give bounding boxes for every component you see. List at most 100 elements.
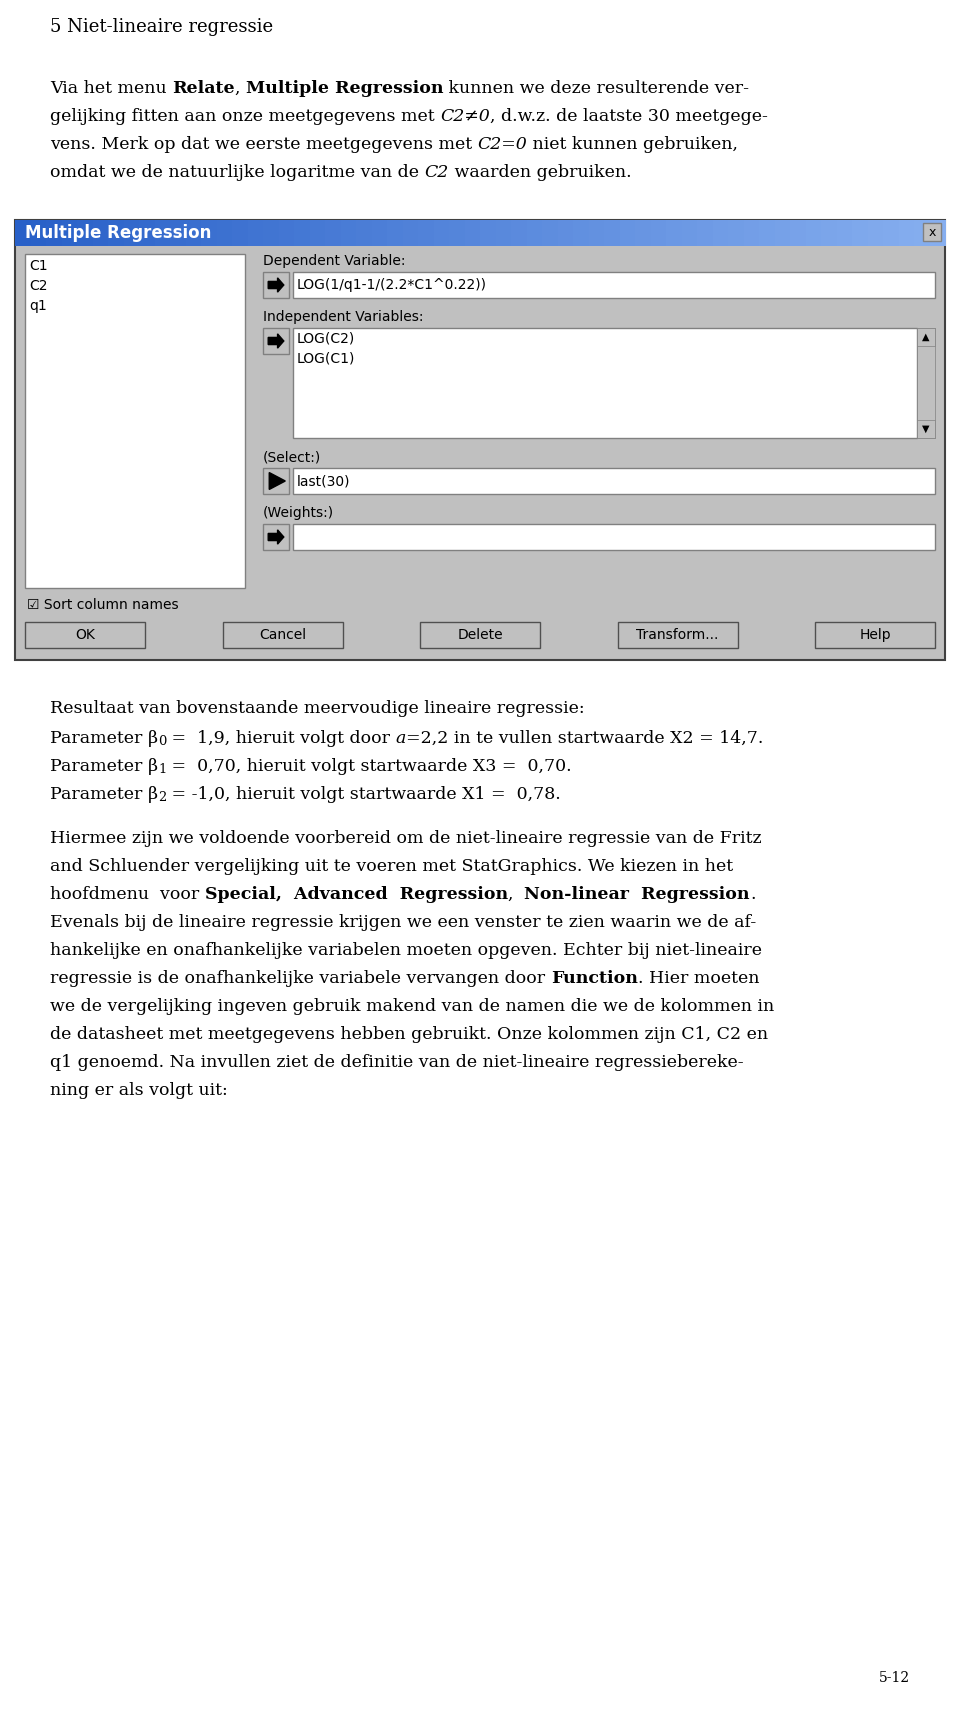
Text: Independent Variables:: Independent Variables:: [263, 310, 423, 323]
Bar: [61, 221, 78, 246]
Text: Dependent Variable:: Dependent Variable:: [263, 255, 405, 268]
Text: = -1,0, hieruit volgt startwaarde X1 =  0,78.: = -1,0, hieruit volgt startwaarde X1 = 0…: [166, 787, 561, 804]
Text: regressie is de onafhankelijke variabele vervangen door: regressie is de onafhankelijke variabele…: [50, 970, 551, 987]
Bar: [201, 221, 217, 246]
Bar: [217, 221, 232, 246]
Bar: [914, 221, 930, 246]
Bar: [263, 272, 289, 298]
Bar: [402, 221, 419, 246]
Bar: [619, 221, 636, 246]
Bar: [666, 221, 682, 246]
Text: hankelijke en onafhankelijke variabelen moeten opgeven. Echter bij niet-lineaire: hankelijke en onafhankelijke variabelen …: [50, 942, 762, 959]
Bar: [635, 221, 651, 246]
Polygon shape: [268, 277, 284, 292]
Text: Parameter: Parameter: [50, 758, 148, 775]
Bar: [790, 221, 806, 246]
Bar: [836, 221, 852, 246]
Bar: [15, 221, 31, 246]
Text: =  1,9, hieruit volgt door: = 1,9, hieruit volgt door: [166, 730, 396, 747]
Text: last(30): last(30): [297, 474, 350, 487]
Text: Parameter: Parameter: [50, 787, 148, 804]
Text: (Weights:): (Weights:): [263, 506, 334, 520]
Text: ,: ,: [508, 886, 524, 903]
Text: Transform...: Transform...: [636, 628, 719, 641]
Bar: [223, 622, 343, 648]
Bar: [248, 221, 263, 246]
Text: =  0,70, hieruit volgt startwaarde X3 =  0,70.: = 0,70, hieruit volgt startwaarde X3 = 0…: [166, 758, 572, 775]
Text: C2: C2: [424, 164, 448, 181]
Text: and Schluender vergelijking uit te voeren met StatGraphics. We kiezen in het: and Schluender vergelijking uit te voere…: [50, 858, 733, 876]
Bar: [917, 328, 935, 438]
Text: 1: 1: [158, 763, 166, 776]
Text: Function: Function: [551, 970, 637, 987]
Text: 2: 2: [158, 792, 166, 804]
Text: 5-12: 5-12: [878, 1671, 910, 1684]
Text: ▼: ▼: [923, 424, 929, 434]
Bar: [852, 221, 868, 246]
Text: Via het menu: Via het menu: [50, 80, 172, 97]
Text: Relate: Relate: [172, 80, 235, 97]
Bar: [325, 221, 341, 246]
Bar: [815, 622, 935, 648]
Text: . Hier moeten: . Hier moeten: [637, 970, 759, 987]
Bar: [511, 221, 527, 246]
Bar: [682, 221, 698, 246]
Text: β: β: [148, 787, 158, 804]
Bar: [356, 221, 372, 246]
Bar: [420, 622, 540, 648]
Text: Hiermee zijn we voldoende voorbereid om de niet-lineaire regressie van de Fritz: Hiermee zijn we voldoende voorbereid om …: [50, 829, 761, 846]
Text: we de vergelijking ingeven gebruik makend van de namen die we de kolommen in: we de vergelijking ingeven gebruik maken…: [50, 999, 775, 1016]
Bar: [495, 221, 512, 246]
Bar: [651, 221, 666, 246]
Text: ☑ Sort column names: ☑ Sort column names: [27, 598, 179, 612]
Bar: [805, 221, 822, 246]
Bar: [480, 221, 496, 246]
Bar: [46, 221, 62, 246]
Bar: [573, 221, 589, 246]
Text: =2,2 in te vullen startwaarde X2 = 14,7.: =2,2 in te vullen startwaarde X2 = 14,7.: [406, 730, 763, 747]
Text: x: x: [928, 226, 936, 238]
Bar: [293, 272, 935, 298]
Text: C2≠0: C2≠0: [440, 108, 490, 125]
Bar: [542, 221, 558, 246]
Text: Multiple Regression: Multiple Regression: [25, 224, 211, 243]
Bar: [15, 221, 945, 660]
Text: Cancel: Cancel: [259, 628, 306, 641]
Bar: [263, 523, 289, 551]
Text: ning er als volgt uit:: ning er als volgt uit:: [50, 1082, 228, 1100]
Text: , d.w.z. de laatste 30 meetgege-: , d.w.z. de laatste 30 meetgege-: [490, 108, 768, 125]
Bar: [712, 221, 729, 246]
Bar: [759, 221, 775, 246]
Text: .: .: [750, 886, 756, 903]
Bar: [917, 328, 935, 345]
Text: q1: q1: [29, 299, 47, 313]
Bar: [868, 221, 883, 246]
Bar: [263, 469, 289, 494]
Text: kunnen we deze resulterende ver-: kunnen we deze resulterende ver-: [444, 80, 749, 97]
Text: Resultaat van bovenstaande meervoudige lineaire regressie:: Resultaat van bovenstaande meervoudige l…: [50, 699, 585, 716]
Text: LOG(C1): LOG(C1): [297, 352, 355, 366]
Bar: [449, 221, 465, 246]
Text: C2: C2: [29, 279, 47, 292]
Bar: [465, 221, 481, 246]
Text: LOG(1/q1-1/(2.2*C1^0.22)): LOG(1/q1-1/(2.2*C1^0.22)): [297, 279, 487, 292]
Text: OK: OK: [75, 628, 95, 641]
Bar: [25, 622, 145, 648]
Text: waarden gebruiken.: waarden gebruiken.: [448, 164, 632, 181]
Bar: [124, 221, 139, 246]
Bar: [418, 221, 434, 246]
Text: omdat we de natuurlijke logaritme van de: omdat we de natuurlijke logaritme van de: [50, 164, 424, 181]
Text: (Select:): (Select:): [263, 450, 322, 463]
Text: ▲: ▲: [923, 332, 929, 342]
Polygon shape: [269, 472, 285, 489]
Text: Delete: Delete: [457, 628, 503, 641]
Bar: [558, 221, 573, 246]
Bar: [293, 328, 917, 438]
Bar: [31, 221, 46, 246]
Bar: [278, 221, 295, 246]
Bar: [77, 221, 93, 246]
Polygon shape: [268, 333, 284, 349]
Text: C2=0: C2=0: [478, 137, 527, 152]
Text: β: β: [148, 730, 158, 747]
Text: C1: C1: [29, 258, 48, 274]
